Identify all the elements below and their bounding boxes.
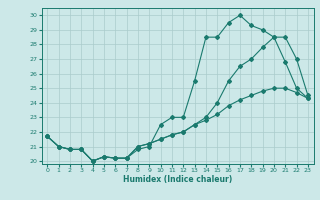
X-axis label: Humidex (Indice chaleur): Humidex (Indice chaleur) (123, 175, 232, 184)
